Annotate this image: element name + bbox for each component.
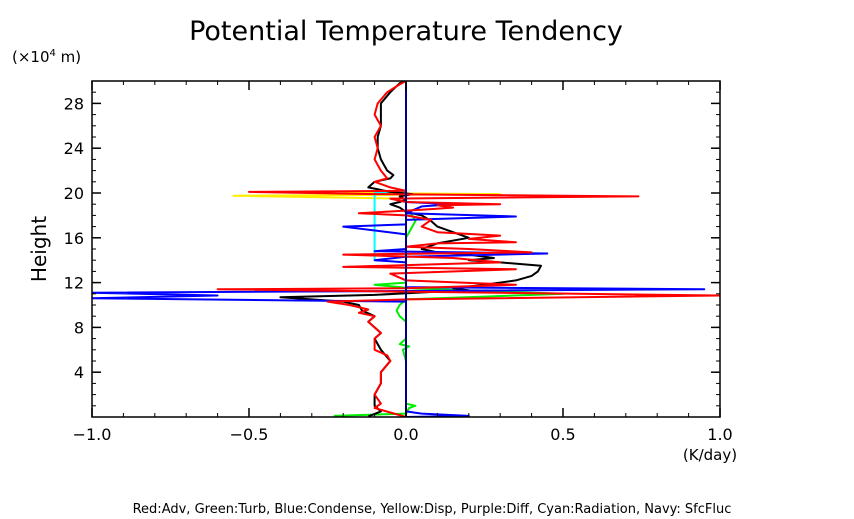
ticks-layer: −1.0 −0.5 0.0 0.5 1.0 4 8 12 16 20 24 28	[64, 81, 733, 444]
series-line-1	[232, 81, 502, 200]
series-line-4	[92, 81, 706, 417]
legend-caption: Red:Adv, Green:Turb, Blue:Condense, Yell…	[133, 502, 732, 517]
series-line-5	[216, 81, 720, 417]
x-tick-label: 0.0	[393, 425, 418, 444]
series-line-3	[279, 81, 542, 417]
y-tick-label: 20	[64, 184, 84, 203]
y-tick-label: 4	[74, 363, 84, 382]
x-tick-label: 1.0	[707, 425, 732, 444]
series-layer	[92, 81, 720, 417]
y-tick-label: 8	[74, 318, 84, 337]
y-unit-exponent: 4	[50, 48, 56, 59]
y-tick-label: 28	[64, 94, 84, 113]
y-tick-label: 16	[64, 229, 84, 248]
y-axis-label: Height	[27, 216, 51, 282]
x-tick-label: 0.5	[550, 425, 575, 444]
y-tick-label: 24	[64, 139, 84, 158]
x-tick-label: −1.0	[73, 425, 112, 444]
chart-title: Potential Temperature Tendency	[189, 16, 623, 47]
x-tick-label: −0.5	[230, 425, 269, 444]
x-unit-label: (K/day)	[683, 446, 737, 464]
y-tick-label: 12	[64, 274, 84, 293]
y-unit-label: (×104 m)	[12, 48, 81, 66]
